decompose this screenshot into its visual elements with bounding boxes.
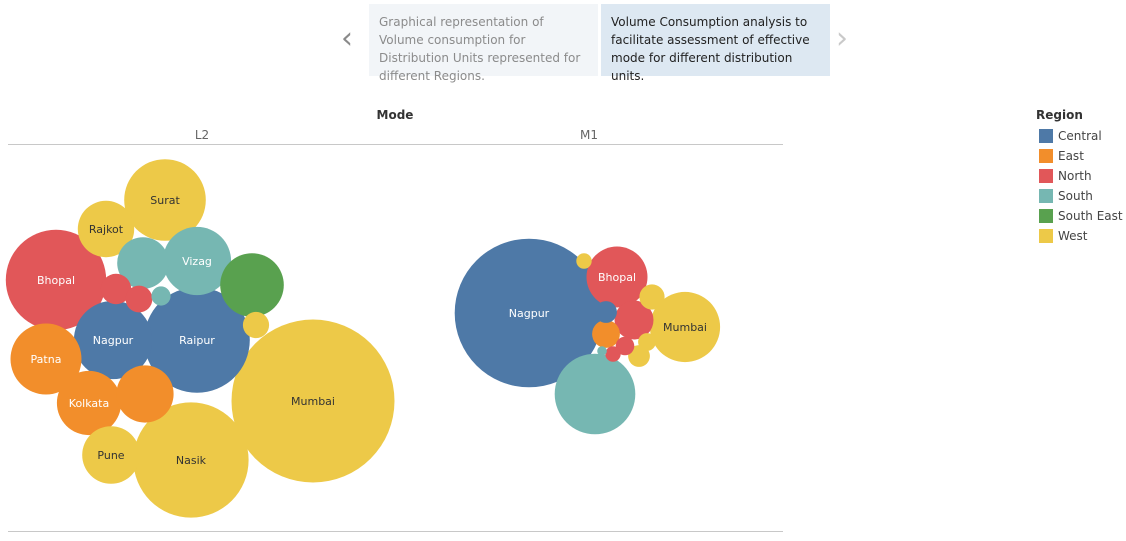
bubble-l2-surat-4[interactable] <box>124 159 206 241</box>
bubble-label-l2-bhopal-3: Bhopal <box>37 274 75 287</box>
previous-story-point-icon[interactable]: ‹ <box>341 21 353 56</box>
bubble-label-l2-mumbai-0: Mumbai <box>291 395 335 408</box>
bubble-l2-kolkata-8[interactable] <box>56 370 122 436</box>
bubble-m1-south-19[interactable] <box>554 353 636 435</box>
bubble-m1-west-26[interactable] <box>628 345 650 367</box>
story-point-2[interactable]: Volume Consumption analysis to facilitat… <box>601 4 830 83</box>
legend-label-south-east: South East <box>1058 209 1123 223</box>
bubble-label-l2-pune-10: Pune <box>97 449 124 462</box>
next-story-point-icon[interactable]: › <box>836 21 848 56</box>
bubble-l2-south-16[interactable] <box>151 286 171 306</box>
bubble-label-m1-bhopal-21: Bhopal <box>598 271 636 284</box>
bubble-m1-north-29[interactable] <box>605 346 621 362</box>
bubble-label-l2-rajkot-9: Rajkot <box>89 223 124 236</box>
legend-item-west[interactable]: West <box>1032 226 1124 246</box>
bubble-m1-central-25[interactable] <box>595 301 617 323</box>
bubble-l2-north-15[interactable] <box>125 285 153 313</box>
bubble-l2-west-17[interactable] <box>242 311 270 339</box>
legend-item-south-east[interactable]: South East <box>1032 206 1124 226</box>
legend-item-north[interactable]: North <box>1032 166 1124 186</box>
bubble-l2-vizag-6[interactable] <box>162 226 232 296</box>
bubble-label-l2-kolkata-8: Kolkata <box>69 397 109 410</box>
bubble-l2-bhopal-3[interactable] <box>5 229 107 331</box>
legend-label-south: South <box>1058 189 1093 203</box>
panel-header-l2: L2 <box>195 128 209 142</box>
legend-item-south[interactable]: South <box>1032 186 1124 206</box>
legend-swatch-south <box>1039 189 1053 203</box>
bubble-label-m1-nagpur-18: Nagpur <box>509 307 550 320</box>
bubble-label-l2-nagpur-5: Nagpur <box>93 334 134 347</box>
legend-swatch-central <box>1039 129 1053 143</box>
panel-header-m1: M1 <box>580 128 598 142</box>
legend-swatch-east <box>1039 149 1053 163</box>
story-navigator: ‹ Graphical representation of Volume con… <box>0 0 1126 83</box>
bubble-l2-north-14[interactable] <box>100 273 132 305</box>
region-legend: Region Central East North South South Ea… <box>1032 108 1124 246</box>
legend-swatch-north <box>1039 169 1053 183</box>
bubble-m1-west-24[interactable] <box>639 284 665 310</box>
bubble-m1-mumbai-20[interactable] <box>649 291 721 363</box>
bubble-label-l2-patna-7: Patna <box>31 353 62 366</box>
bubble-m1-north-22[interactable] <box>614 300 654 340</box>
bubble-label-l2-nasik-2: Nasik <box>176 454 207 467</box>
legend-item-east[interactable]: East <box>1032 146 1124 166</box>
bubble-l2-south-13[interactable] <box>117 237 169 289</box>
legend-swatch-west <box>1039 229 1053 243</box>
bubble-chart-area: Mode L2 M1 Mumbai Raipur Nasik Bhopal Surat N… <box>0 100 790 537</box>
bubble-m1-bhopal-21[interactable] <box>586 246 648 308</box>
bubble-l2-patna-7[interactable] <box>10 323 82 395</box>
bubble-l2-nagpur-5[interactable] <box>73 300 153 380</box>
bubble-l2-rajkot-9[interactable] <box>77 200 135 258</box>
bubble-chart: Mode L2 M1 Mumbai Raipur Nasik Bhopal Surat N… <box>5 108 783 532</box>
bubble-label-l2-surat-4: Surat <box>150 194 180 207</box>
legend-label-east: East <box>1058 149 1084 163</box>
legend-swatch-south-east <box>1039 209 1053 223</box>
bubble-label-l2-raipur-1: Raipur <box>179 334 215 347</box>
bubble-l2-mumbai-0[interactable] <box>231 319 395 483</box>
bubble-l2-east-11[interactable] <box>116 365 174 423</box>
bubble-l2-pune-10[interactable] <box>82 426 140 484</box>
legend-item-central[interactable]: Central <box>1032 126 1124 146</box>
legend-label-central: Central <box>1058 129 1102 143</box>
bubble-m1-west-28[interactable] <box>638 333 656 351</box>
story-point-1[interactable]: Graphical representation of Volume consu… <box>369 4 598 83</box>
bubble-m1-north-27[interactable] <box>615 336 635 356</box>
legend-label-north: North <box>1058 169 1092 183</box>
bubble-l2-nasik-2[interactable] <box>133 402 249 518</box>
legend-title: Region <box>1036 108 1083 122</box>
bubble-l2-south-east-12[interactable] <box>220 253 284 317</box>
bubble-label-m1-mumbai-20: Mumbai <box>663 321 707 334</box>
bubble-l2-raipur-1[interactable] <box>144 287 250 393</box>
bubble-m1-nagpur-18[interactable] <box>454 238 604 388</box>
bubble-m1-east-23[interactable] <box>592 320 620 348</box>
mode-header: Mode <box>377 108 414 122</box>
bubble-label-l2-vizag-6: Vizag <box>182 255 212 268</box>
legend-label-west: West <box>1058 229 1088 243</box>
bubble-m1-west-30[interactable] <box>576 253 592 269</box>
bubble-m1-south-31[interactable] <box>597 346 607 356</box>
